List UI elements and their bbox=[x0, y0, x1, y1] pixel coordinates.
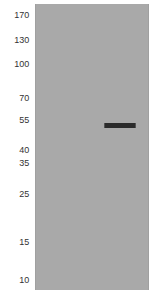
svg-text:100: 100 bbox=[14, 59, 29, 69]
svg-text:25: 25 bbox=[19, 189, 29, 199]
svg-text:170: 170 bbox=[14, 10, 29, 20]
svg-text:55: 55 bbox=[19, 115, 29, 125]
svg-text:70: 70 bbox=[19, 93, 29, 103]
svg-text:130: 130 bbox=[14, 35, 29, 45]
svg-text:40: 40 bbox=[19, 145, 29, 155]
svg-text:15: 15 bbox=[19, 237, 29, 247]
svg-text:10: 10 bbox=[19, 275, 29, 285]
svg-text:35: 35 bbox=[19, 158, 29, 168]
